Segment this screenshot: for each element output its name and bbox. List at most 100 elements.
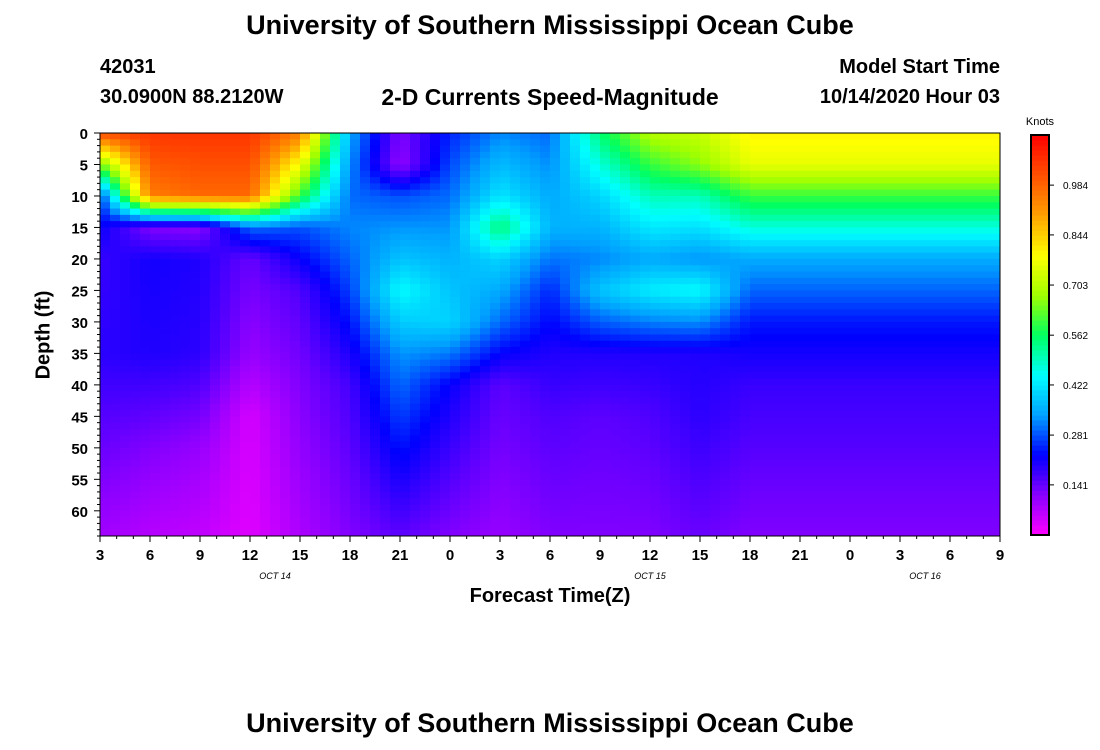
heatmap-cell: [320, 378, 331, 386]
heatmap-cell: [680, 473, 691, 480]
heatmap-cell: [370, 359, 381, 367]
heatmap-cell: [780, 422, 791, 430]
heatmap-cell: [120, 258, 131, 266]
heatmap-cell: [630, 265, 641, 273]
heatmap-cell: [720, 403, 731, 411]
heatmap-cell: [220, 183, 231, 191]
heatmap-cell: [380, 347, 391, 354]
heatmap-cell: [350, 151, 361, 159]
heatmap-cell: [680, 517, 691, 525]
heatmap-cell: [650, 170, 661, 178]
heatmap-cell: [690, 479, 701, 487]
heatmap-cell: [430, 221, 441, 229]
heatmap-cell: [590, 403, 601, 411]
heatmap-cell: [570, 227, 581, 235]
heatmap-cell: [360, 214, 371, 222]
heatmap-cell: [820, 498, 831, 506]
heatmap-cell: [830, 510, 841, 518]
heatmap-cell: [790, 498, 801, 506]
heatmap-cell: [240, 441, 251, 449]
heatmap-cell: [830, 164, 841, 172]
heatmap-cell: [430, 485, 441, 493]
heatmap-cell: [790, 158, 801, 166]
heatmap-cell: [300, 523, 311, 531]
heatmap-cell: [780, 202, 791, 210]
heatmap-cell: [170, 214, 181, 222]
heatmap-cell: [320, 240, 331, 247]
heatmap-cell: [770, 441, 781, 449]
heatmap-cell: [390, 523, 401, 531]
heatmap-cell: [450, 504, 461, 512]
heatmap-cell: [410, 208, 421, 216]
heatmap-cell: [360, 447, 371, 455]
heatmap-cell: [220, 170, 231, 178]
heatmap-cell: [570, 510, 581, 518]
heatmap-cell: [410, 277, 421, 285]
heatmap-cell: [130, 303, 141, 310]
heatmap-cell: [240, 139, 251, 147]
heatmap-cell: [600, 315, 611, 323]
heatmap-cell: [760, 258, 771, 266]
heatmap-cell: [460, 208, 471, 216]
heatmap-cell: [420, 384, 431, 392]
heatmap-cell: [350, 246, 361, 254]
heatmap-cell: [330, 473, 341, 480]
heatmap-cell: [140, 347, 151, 354]
heatmap-cell: [710, 372, 721, 380]
heatmap-cell: [240, 460, 251, 468]
heatmap-cell: [350, 479, 361, 487]
heatmap-cell: [330, 447, 341, 455]
heatmap-cell: [280, 435, 291, 443]
heatmap-cell: [520, 372, 531, 380]
heatmap-cell: [270, 441, 281, 449]
heatmap-cell: [560, 208, 571, 216]
heatmap-cell: [640, 252, 651, 260]
heatmap-cell: [450, 271, 461, 279]
heatmap-cell: [830, 504, 841, 512]
heatmap-cell: [110, 189, 121, 197]
heatmap-cell: [670, 529, 681, 536]
heatmap-cell: [100, 252, 111, 260]
heatmap-cell: [140, 334, 151, 342]
heatmap-cell: [430, 189, 441, 197]
heatmap-cell: [790, 252, 801, 260]
heatmap-cell: [250, 391, 261, 399]
heatmap-cell: [750, 246, 761, 254]
heatmap-cell: [400, 164, 411, 172]
heatmap-cell: [300, 170, 311, 178]
heatmap-cell: [610, 479, 621, 487]
heatmap-cell: [340, 422, 351, 430]
heatmap-cell: [230, 340, 241, 348]
heatmap-cell: [240, 391, 251, 399]
heatmap-cell: [500, 284, 511, 292]
heatmap-cell: [570, 441, 581, 449]
heatmap-cell: [560, 277, 571, 285]
heatmap-cell: [210, 391, 221, 399]
heatmap-cell: [210, 189, 221, 197]
heatmap-cell: [630, 177, 641, 184]
heatmap-cell: [190, 397, 201, 405]
heatmap-cell: [610, 491, 621, 499]
heatmap-cell: [140, 271, 151, 279]
heatmap-cell: [450, 183, 461, 191]
heatmap-cell: [290, 460, 301, 468]
heatmap-cell: [570, 296, 581, 304]
heatmap-cell: [170, 164, 181, 172]
heatmap-cell: [600, 479, 611, 487]
heatmap-cell: [380, 454, 391, 462]
heatmap-cell: [100, 359, 111, 367]
heatmap-cell: [550, 397, 561, 405]
heatmap-cell: [730, 391, 741, 399]
heatmap-cell: [710, 529, 721, 536]
heatmap-cell: [660, 296, 671, 304]
heatmap-cell: [850, 498, 861, 506]
heatmap-cell: [550, 359, 561, 367]
heatmap-cell: [450, 277, 461, 285]
heatmap-cell: [380, 372, 391, 380]
heatmap-cell: [540, 347, 551, 354]
heatmap-cell: [280, 309, 291, 317]
heatmap-cell: [620, 428, 631, 436]
heatmap-cell: [400, 183, 411, 191]
heatmap-cell: [470, 258, 481, 266]
heatmap-cell: [690, 271, 701, 279]
